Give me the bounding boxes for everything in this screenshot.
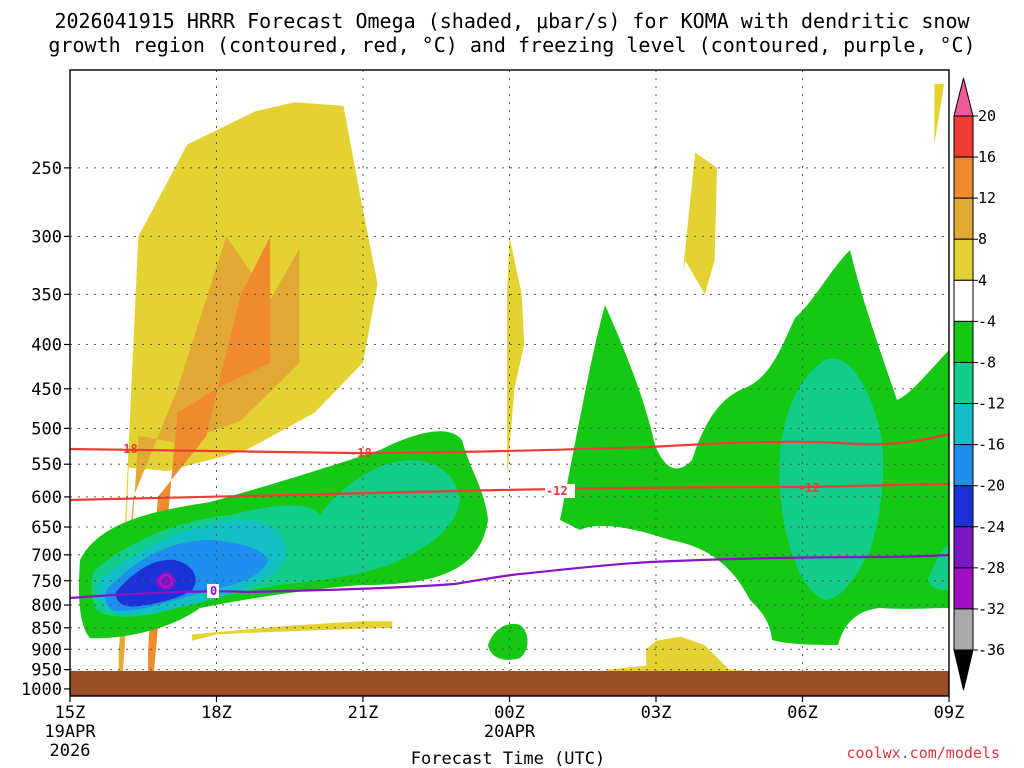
y-tick-label-600: 600 [31, 488, 62, 508]
colorbar-band--16 [953, 444, 974, 487]
contour-label-minus18-left: -18 [116, 442, 138, 456]
colorbar-band--8 [953, 361, 974, 405]
y-tick-label-250: 250 [31, 159, 62, 179]
colorbar-tick-label--8: -8 [978, 353, 996, 371]
colorbar-tick-label--20: -20 [978, 477, 1005, 495]
colorbar-tick-label--24: -24 [978, 518, 1005, 536]
y-tick-label-800: 800 [31, 596, 62, 616]
colorbar-tick-label--12: -12 [978, 395, 1005, 413]
omega-region-positive-4 [682, 152, 717, 295]
svg-text:-12: -12 [798, 481, 820, 495]
y-tick-label-500: 500 [31, 419, 62, 439]
colorbar-band-16 [953, 156, 974, 199]
colorbar-band-4 [953, 279, 974, 322]
omega-region-positive-6 [192, 621, 393, 641]
y-tick-label-900: 900 [31, 640, 62, 660]
y-tick-label-400: 400 [31, 336, 62, 356]
x-tick-date-15Z: 19APR [44, 722, 96, 742]
omega-shading-layer [79, 250, 949, 660]
colorbar-band--24 [953, 526, 974, 569]
credit-text: coolwx.com/models [846, 744, 1000, 762]
omega-region-green-small [488, 623, 528, 660]
colorbar-band-20 [953, 115, 974, 158]
colorbar-tick-label--28: -28 [978, 559, 1005, 577]
contour-label-minus12-right: -12 [798, 481, 820, 495]
colorbar-band--20 [953, 485, 974, 528]
colorbar-tick-label-12: 12 [978, 189, 996, 207]
colorbar-tick-label-4: 4 [978, 271, 987, 289]
y-tick-label-850: 850 [31, 619, 62, 639]
x-tick-label-15Z: 15Z [55, 703, 86, 723]
x-axis-label: Forecast Time (UTC) [411, 749, 605, 768]
y-tick-label-750: 750 [31, 572, 62, 592]
contour-label-minus12-mid: -12 [545, 484, 575, 498]
colorbar-cap-top [953, 77, 974, 117]
colorbar-tick-label--4: -4 [978, 312, 996, 330]
svg-text:-18: -18 [116, 442, 138, 456]
omega-region-positive-5 [934, 84, 949, 145]
x-tick-date-00Z: 20APR [484, 722, 536, 742]
colorbar-tick-label--32: -32 [978, 600, 1005, 618]
omega-region-positive-2 [148, 236, 271, 696]
x-tick-label-00Z: 00Z [494, 703, 525, 723]
chart-title-line1: 2026041915 HRRR Forecast Omega (shaded, … [54, 9, 970, 33]
y-tick-label-550: 550 [31, 455, 62, 475]
colorbar-tick-label-20: 20 [978, 107, 996, 125]
svg-text:-18: -18 [350, 446, 372, 460]
ground-surface [70, 671, 949, 696]
colorbar-band--28 [953, 567, 974, 610]
chart-title-line2: growth region (contoured, red, °C) and f… [48, 33, 975, 57]
colorbar-band--32 [953, 608, 974, 651]
colorbar-cap-bottom [953, 649, 974, 691]
y-tick-label-300: 300 [31, 227, 62, 247]
x-tick-label-06Z: 06Z [787, 703, 818, 723]
y-tick-label-950: 950 [31, 661, 62, 681]
colorbar-tick-label-16: 16 [978, 148, 996, 166]
colorbar-tick-label--36: -36 [978, 641, 1005, 659]
freezing-level-contour [70, 553, 949, 600]
colorbar-band--12 [953, 403, 974, 446]
x-tick-label-21Z: 21Z [348, 703, 379, 723]
contour-label-zero: 0 [207, 584, 219, 598]
colorbar-band-8 [953, 238, 974, 281]
y-tick-label-700: 700 [31, 546, 62, 566]
colorbar-band-12 [953, 197, 974, 240]
y-tick-label-650: 650 [31, 518, 62, 538]
contour-layer: -18 -18 -12 -12 0 [70, 432, 949, 600]
y-tick-label-350: 350 [31, 285, 62, 305]
colorbar-tick-label-8: 8 [978, 230, 987, 248]
svg-text:0: 0 [210, 584, 217, 598]
y-tick-label-1000: 1000 [21, 680, 62, 700]
omega-region-positive-3 [507, 236, 525, 478]
x-tick-year-15Z: 2026 [50, 741, 91, 761]
freezing-closed-contour [159, 574, 173, 588]
contour-label-minus18-mid: -18 [350, 446, 372, 460]
omega-region-teal-right [779, 358, 884, 600]
x-tick-label-09Z: 09Z [934, 703, 965, 723]
colorbar-tick-label--16: -16 [978, 436, 1005, 454]
y-axis: 2503003504004505005506006507007508008509… [21, 159, 70, 700]
dgz-contour-minus12 [70, 482, 949, 502]
svg-text:-12: -12 [546, 484, 568, 498]
y-tick-label-450: 450 [31, 380, 62, 400]
colorbar: 20 16 12 8 4 -4 -8 -12 -16 -20 -24 -28 -32 -36 [953, 77, 1005, 691]
dgz-contour-minus18 [70, 432, 949, 455]
colorbar-band--4 [953, 320, 974, 363]
x-tick-label-03Z: 03Z [641, 703, 672, 723]
x-tick-label-18Z: 18Z [201, 703, 232, 723]
